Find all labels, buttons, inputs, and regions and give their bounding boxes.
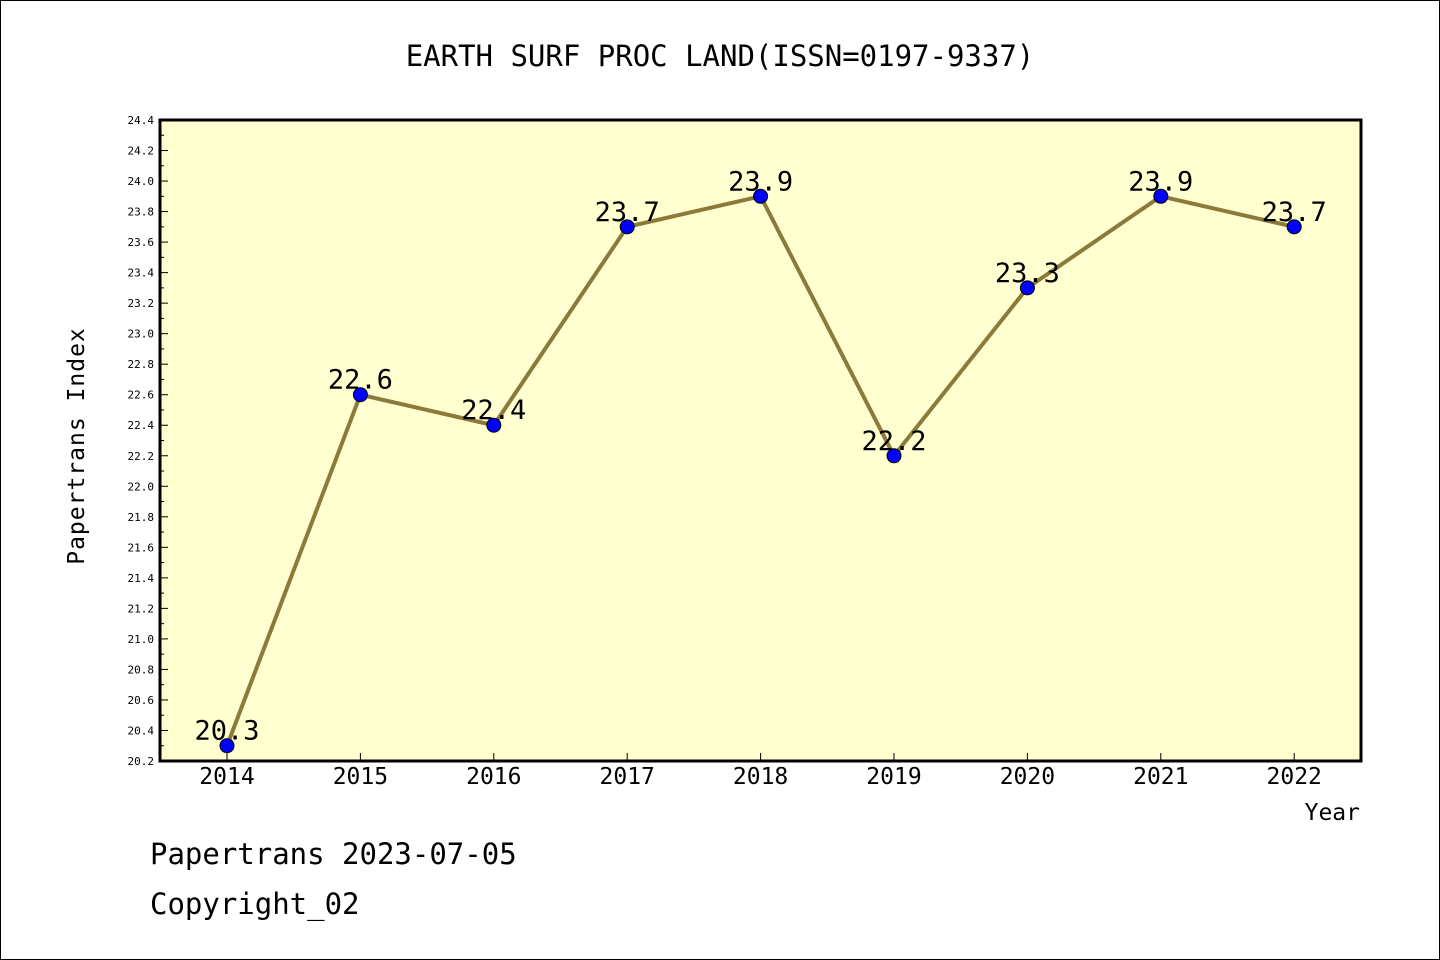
y-tick-label: 20.2: [128, 755, 155, 768]
y-tick-label: 24.0: [128, 175, 155, 188]
y-tick-label: 21.2: [128, 602, 155, 615]
y-tick-label: 22.6: [128, 389, 155, 402]
y-tick-label: 23.4: [128, 267, 155, 280]
plot-area: [160, 120, 1361, 761]
y-tick-label: 22.0: [128, 480, 155, 493]
x-tick-label: 2020: [1000, 764, 1055, 790]
data-label: 22.4: [461, 395, 526, 426]
x-axis: 2014 2015 2016 2017 2018 2019 2020 2021 2022: [199, 753, 1322, 790]
data-point: [753, 188, 769, 204]
x-tick-label: 2015: [333, 764, 388, 790]
chart-title: EARTH SURF PROC LAND(ISSN=0197-9337): [406, 39, 1035, 73]
x-tick-label: 2017: [600, 764, 655, 790]
y-tick-label: 23.2: [128, 297, 155, 310]
x-tick-label: 2019: [866, 764, 921, 790]
data-point: [352, 387, 368, 403]
y-tick-label: 20.8: [128, 663, 155, 676]
data-label: 23.3: [995, 258, 1060, 289]
data-label: 22.6: [328, 365, 393, 396]
y-tick-label: 23.8: [128, 206, 155, 219]
data-point: [1153, 188, 1169, 204]
y-tick-label: 20.6: [128, 694, 155, 707]
y-tick-label: 21.8: [128, 511, 155, 524]
x-tick-label: 2016: [466, 764, 521, 790]
data-point: [619, 219, 635, 235]
y-tick-label: 24.4: [128, 114, 155, 127]
data-point: [1019, 280, 1035, 296]
y-tick-label: 22.2: [128, 450, 155, 463]
data-label: 23.7: [1262, 197, 1327, 228]
series-line: [219, 188, 1302, 754]
x-tick-label: 2014: [199, 764, 254, 790]
data-point: [1286, 219, 1302, 235]
y-axis-label: Papertrans Index: [64, 327, 90, 565]
y-tick-label: 21.6: [128, 541, 155, 554]
y-tick-label: 22.8: [128, 358, 155, 371]
y-tick-label: 24.2: [128, 145, 155, 158]
data-point: [486, 417, 502, 433]
data-label: 23.9: [728, 166, 793, 197]
data-point: [219, 738, 235, 754]
y-tick-label: 21.4: [128, 572, 155, 585]
data-labels: 20.3 22.6 22.4 23.7 23.9 22.2 23.3 23.9 23.7: [194, 166, 1326, 746]
data-label: 22.2: [861, 426, 926, 457]
footer-copyright: Copyright_02: [150, 887, 360, 922]
y-tick-label: 23.6: [128, 236, 155, 249]
y-tick-label: 20.4: [128, 724, 155, 737]
data-label: 20.3: [194, 716, 259, 747]
y-tick-label: 23.0: [128, 328, 155, 341]
y-tick-label: 22.4: [128, 419, 155, 432]
y-axis: 20.2 20.4 20.6 20.8 21.0 21.2 21.4 21.6 21.8 22.0…: [128, 114, 168, 768]
data-point: [886, 448, 902, 464]
x-tick-label: 2018: [733, 764, 788, 790]
y-tick-label: 21.0: [128, 633, 155, 646]
x-axis-label: Year: [1305, 800, 1360, 826]
footer-date: Papertrans 2023-07-05: [150, 837, 517, 871]
x-tick-label: 2022: [1267, 764, 1322, 790]
data-label: 23.9: [1128, 166, 1193, 197]
data-label: 23.7: [595, 197, 660, 228]
plot-border: [158, 118, 1363, 763]
x-tick-label: 2021: [1133, 764, 1188, 790]
